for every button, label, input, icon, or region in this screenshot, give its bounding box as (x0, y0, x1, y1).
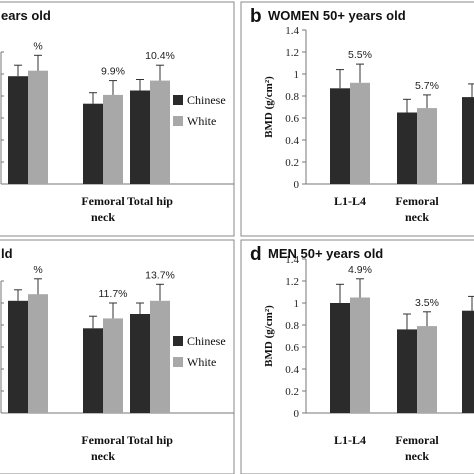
percent-label: 9.9% (101, 66, 125, 78)
panel-title: MEN 50+ years old (268, 246, 383, 261)
panel-letter: d (250, 244, 262, 265)
category-label-line2: neck (405, 210, 429, 224)
category-label: Total hip (127, 433, 173, 447)
panel-frame (0, 1, 235, 237)
percent-label: 4.9% (348, 264, 372, 276)
bar-chinese (397, 112, 417, 184)
category-label: Total hip (127, 194, 173, 208)
y-tick-label: 1 (294, 298, 300, 310)
bar-white (350, 82, 370, 184)
category-label: Femoral (81, 194, 125, 208)
percent-label: 3.5% (415, 297, 439, 309)
y-tick-label: 0.4 (285, 135, 299, 147)
y-tick-label: 0.2 (285, 157, 299, 169)
bar-chinese (330, 303, 350, 413)
panel-frame (0, 239, 235, 474)
category-label-line2: neck (91, 210, 115, 224)
category-label: L1-L4 (334, 433, 366, 447)
bar-chinese (83, 103, 103, 184)
panel-d: d MEN 50+ years old 0 0.2 0.4 0.6 0.8 1 1.2 1.4 BM… (240, 239, 474, 474)
panel-a: ears old% 9.9% Femoral neck 10.4% Total hip Ch… (0, 1, 235, 237)
legend-swatch-chinese (173, 336, 183, 346)
y-tick-label: 0.8 (285, 320, 299, 332)
y-tick-label: 0 (294, 179, 300, 191)
y-tick-label: 0.8 (285, 91, 299, 103)
bar-white (103, 94, 123, 184)
bar-chinese (83, 328, 103, 413)
category-label: L1-L4 (334, 194, 366, 208)
panel-letter: b (250, 6, 262, 27)
category-label-line2: neck (91, 449, 115, 463)
bar-chinese (330, 88, 350, 184)
legend-label-white: White (187, 355, 216, 369)
y-tick-label: 1.2 (285, 47, 299, 59)
bar-white (28, 70, 48, 184)
y-tick-label: 1 (294, 69, 300, 81)
category-label: Femoral (395, 433, 439, 447)
percent-label: % (33, 40, 42, 52)
bar-chinese (8, 76, 28, 184)
bar-white (150, 300, 170, 413)
y-tick-label: 0.2 (285, 386, 299, 398)
percent-label: 13.7% (145, 269, 175, 281)
panel-title: ears old (1, 8, 51, 23)
percent-label: 5.7% (415, 80, 439, 92)
panel-title: WOMEN 50+ years old (268, 8, 406, 23)
y-tick-label: 0.6 (285, 342, 299, 354)
y-axis-label: BMD (g/cm²) (263, 305, 275, 367)
percent-label: % (33, 264, 42, 276)
y-tick-label: 0.6 (285, 113, 299, 125)
bar-white (103, 318, 123, 413)
bar-chinese (397, 329, 417, 413)
percent-label: 5.5% (348, 49, 372, 61)
percent-label: 11.7% (99, 288, 128, 300)
percent-label: 10.4% (145, 50, 175, 62)
bar-chinese (8, 300, 28, 413)
panel-c: ld% 11.7% Femoral neck 13.7% Total hip Chinese… (0, 239, 235, 474)
bar-white (350, 297, 370, 413)
panel-frame (240, 1, 474, 237)
bar-chinese (130, 90, 150, 184)
panel-b: b WOMEN 50+ years old 0 0.2 0.4 0.6 0.8 1 1.2 1.4… (240, 1, 474, 237)
panel-frame (240, 239, 474, 474)
y-tick-label: 1.2 (285, 276, 299, 288)
legend-swatch-white (173, 116, 183, 126)
legend-swatch-chinese (173, 95, 183, 105)
legend-label-chinese: Chinese (187, 93, 226, 107)
bar-chinese (462, 97, 474, 184)
y-tick-label: 1.4 (285, 25, 299, 37)
y-tick-label: 0.4 (285, 364, 299, 376)
bar-white (417, 108, 437, 184)
bar-white (417, 326, 437, 413)
y-tick-label: 1.4 (285, 254, 299, 266)
bar-chinese (462, 310, 474, 413)
y-axis-label: BMD (g/cm²) (263, 76, 275, 138)
bar-white (28, 294, 48, 413)
bar-chinese (130, 314, 150, 413)
category-label: Femoral (81, 433, 125, 447)
legend-label-chinese: Chinese (187, 334, 226, 348)
panel-title: ld (1, 246, 13, 261)
legend-swatch-white (173, 357, 183, 367)
legend-label-white: White (187, 114, 216, 128)
category-label: Femoral (395, 194, 439, 208)
y-tick-label: 0 (294, 408, 300, 420)
category-label-line2: neck (405, 449, 429, 463)
bar-white (150, 80, 170, 184)
